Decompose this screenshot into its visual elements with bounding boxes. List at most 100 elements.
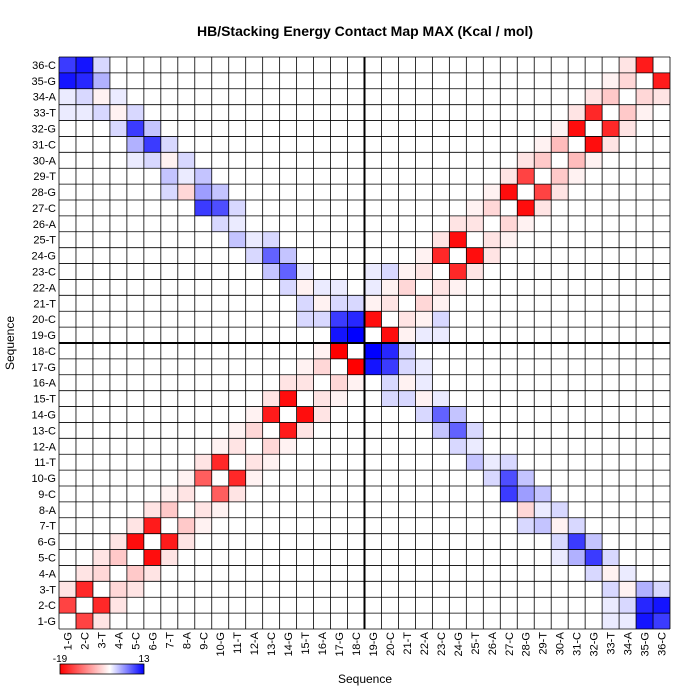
heatmap-cell <box>228 470 246 486</box>
heatmap-cell <box>534 200 552 216</box>
heatmap-cell <box>279 374 297 391</box>
y-tick-label: 11-T <box>34 457 56 469</box>
x-tick-label: 29-T <box>538 632 550 655</box>
heatmap-cell <box>551 136 569 153</box>
y-tick-label: 3-T <box>40 584 57 596</box>
y-tick-label: 10-G <box>32 473 56 485</box>
heatmap-cell <box>109 120 127 137</box>
x-tick-label: 19-G <box>368 632 380 656</box>
heatmap-cell <box>177 533 195 550</box>
heatmap-cell <box>228 438 246 455</box>
y-tick-label: 23-C <box>32 267 56 279</box>
heatmap-cell <box>228 422 246 439</box>
heatmap-cell <box>194 454 212 471</box>
heatmap-cell <box>432 247 450 264</box>
heatmap-cell <box>143 136 161 153</box>
heatmap-cell <box>398 343 416 359</box>
heatmap-cell <box>59 597 76 614</box>
x-tick-label: 8-A <box>181 631 193 649</box>
heatmap-cell <box>143 517 161 534</box>
heatmap-cell <box>194 200 212 216</box>
heatmap-cell <box>160 549 178 566</box>
heatmap-cell <box>296 311 314 328</box>
heatmap-cell <box>160 136 178 153</box>
heatmap-cell <box>313 406 331 423</box>
heatmap-cell <box>517 200 535 216</box>
heatmap-cell <box>381 374 399 391</box>
heatmap-cell <box>551 184 569 200</box>
color-scale-min-label: -19 <box>53 654 68 665</box>
heatmap-cell <box>296 422 314 439</box>
y-axis-label: Sequence <box>3 316 17 370</box>
heatmap-cell <box>194 184 212 200</box>
heatmap-cell <box>347 295 365 312</box>
x-tick-label: 31-C <box>572 632 584 656</box>
y-tick-label: 16-A <box>33 378 57 390</box>
heatmap-cell <box>211 184 229 200</box>
heatmap-cell <box>398 279 416 296</box>
heatmap-cell <box>466 247 484 264</box>
heatmap-cell <box>381 327 399 343</box>
heatmap-cell <box>211 454 229 471</box>
heatmap-cell <box>313 358 331 375</box>
x-tick-label: 25-T <box>470 632 482 655</box>
heatmap-cell <box>585 104 603 121</box>
heatmap-cell <box>364 343 382 359</box>
x-tick-label: 11-T <box>232 632 244 654</box>
heatmap-cell <box>262 390 280 407</box>
y-tick-label: 36-C <box>32 60 56 72</box>
y-tick-label: 18-C <box>32 346 56 358</box>
x-tick-label: 33-T <box>606 632 618 655</box>
heatmap-cell <box>126 152 144 169</box>
heatmap-cell <box>653 581 670 598</box>
heatmap-cell <box>126 565 144 582</box>
heatmap-cell <box>313 295 331 312</box>
heatmap-cell <box>177 486 195 502</box>
heatmap-cell <box>432 327 450 343</box>
heatmap-cell <box>59 57 76 73</box>
heatmap-cell <box>160 501 178 518</box>
heatmap-cell <box>211 501 229 518</box>
y-tick-label: 21-T <box>33 298 56 310</box>
heatmap-cell <box>585 152 603 169</box>
heatmap-cell <box>109 549 127 566</box>
heatmap-cell <box>75 581 93 598</box>
heatmap-cell <box>75 72 93 89</box>
heatmap-cell <box>636 104 654 121</box>
x-tick-label: 21-T <box>402 632 414 655</box>
heatmap-cell <box>415 406 433 423</box>
heatmap-cell <box>109 88 127 105</box>
heatmap-cell <box>551 517 569 534</box>
x-tick-label: 27-C <box>504 632 516 656</box>
heatmap-cell <box>92 72 110 89</box>
heatmap-cell <box>398 327 416 343</box>
heatmap-cell <box>619 120 637 137</box>
x-tick-label: 4-A <box>113 631 125 649</box>
heatmap-cell <box>313 279 331 296</box>
heatmap-cell <box>330 311 348 328</box>
heatmap-cell <box>415 295 433 312</box>
heatmap-cell <box>262 231 280 248</box>
x-tick-label: 23-C <box>436 632 448 656</box>
heatmap-cell <box>551 533 569 550</box>
heatmap-cell <box>330 279 348 296</box>
heatmap-cell <box>143 549 161 566</box>
heatmap-cell <box>619 72 637 89</box>
heatmap-cell <box>449 279 467 296</box>
heatmap-cell <box>653 597 670 614</box>
heatmap-cell <box>568 517 586 534</box>
heatmap-cell <box>126 533 144 550</box>
heatmap-cell <box>602 120 620 137</box>
x-tick-label: 16-A <box>317 631 329 655</box>
y-tick-label: 30-A <box>33 155 57 167</box>
heatmap-cell <box>381 295 399 312</box>
heatmap-cell <box>602 565 620 582</box>
heatmap-cell <box>262 454 280 471</box>
heatmap-cell <box>517 470 535 486</box>
heatmap-cell <box>347 374 365 391</box>
heatmap-cell <box>636 613 654 629</box>
y-tick-labels: 1-G 2-C 3-T 4-A 5-C 6-G 7-T 8-A 9-C 10-G 11-T 12-A 1… <box>32 60 57 628</box>
heatmap-cell <box>330 374 348 391</box>
heatmap-cell <box>432 311 450 328</box>
